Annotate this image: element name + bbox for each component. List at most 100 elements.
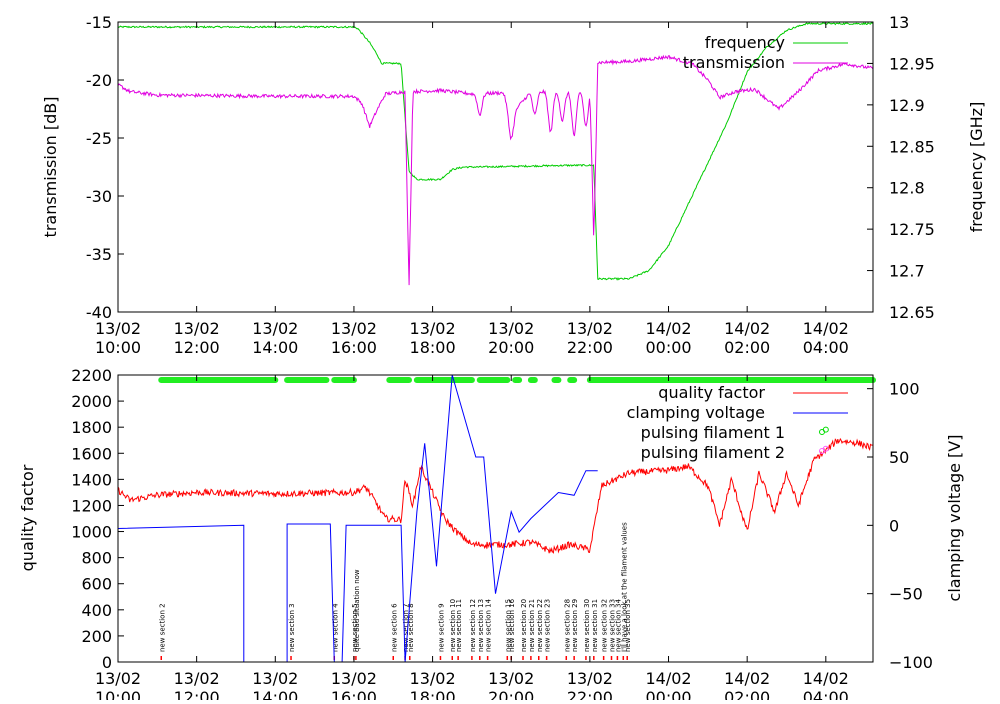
bottom-x-tick-time: 02:00 (724, 688, 770, 700)
annotation-label: new section 5 (351, 603, 359, 652)
legend-swatch-pulsing-filament-2 (819, 448, 825, 454)
transmission-frequency-chart: 13/0210:0013/0212:0013/0214:0013/0216:00… (41, 13, 986, 357)
annotation-label: new section 20 (520, 599, 528, 652)
legend-label-pulsing-filament-2: pulsing filament 2 (641, 443, 785, 462)
top-x-tick-date: 13/02 (95, 319, 141, 338)
bottom-y-tick-label: 2200 (71, 366, 112, 385)
annotation-label: new section 33 (609, 599, 617, 652)
bottom-y2-tick-label: 100 (889, 380, 920, 399)
legend-label-frequency: frequency (705, 33, 785, 52)
top-x-tick-time: 16:00 (331, 338, 377, 357)
annotation-label: new section 35 (624, 599, 632, 652)
top-x-tick-date: 14/02 (803, 319, 849, 338)
frequency-line (118, 22, 873, 281)
bottom-x-tick-time: 14:00 (252, 688, 298, 700)
top-x-tick-date: 13/02 (331, 319, 377, 338)
annotation-label: new section 3 (288, 603, 296, 652)
top-x-tick-time: 00:00 (645, 338, 691, 357)
top-y-tick-label: -30 (86, 187, 112, 206)
annotation-label: new section 12 (469, 599, 477, 652)
bottom-x-tick-time: 12:00 (174, 688, 220, 700)
bottom-y-tick-label: 1200 (71, 496, 112, 515)
quality-factor-line (118, 437, 873, 554)
bottom-y-tick-label: 1000 (71, 523, 112, 542)
bottom-x-tick-date: 14/02 (803, 669, 849, 688)
bottom-x-tick-time: 20:00 (488, 688, 534, 700)
top-x-tick-date: 13/02 (488, 319, 534, 338)
annotation-label: new section 28 (563, 599, 571, 652)
top-y-tick-label: -15 (86, 13, 112, 32)
bottom-y-tick-label: 1800 (71, 418, 112, 437)
bottom-x-tick-date: 13/02 (488, 669, 534, 688)
bottom-y-tick-label: 600 (81, 575, 112, 594)
bottom-x-tick-date: 13/02 (95, 669, 141, 688)
annotation-label: new section 13 (477, 599, 485, 652)
top-y2-tick-label: 12.85 (889, 137, 935, 156)
annotation-label: new section 6 (390, 603, 398, 652)
top-x-tick-time: 04:00 (803, 338, 849, 357)
annotation-label: new section 4 (331, 603, 339, 652)
bottom-y-tick-label: 0 (102, 653, 112, 672)
bottom-y-tick-label: 1400 (71, 470, 112, 489)
top-y2-tick-label: 12.9 (889, 96, 925, 115)
annotation-label: new section 29 (571, 599, 579, 652)
top-x-tick-date: 14/02 (645, 319, 691, 338)
top-x-tick-date: 13/02 (174, 319, 220, 338)
bottom-x-tick-date: 13/02 (174, 669, 220, 688)
annotation-label: new section 21 (528, 599, 536, 652)
bottom-y-tick-label: 800 (81, 549, 112, 568)
legend-label-quality-factor: quality factor (658, 383, 765, 402)
bottom-x-tick-time: 00:00 (645, 688, 691, 700)
top-x-tick-date: 13/02 (252, 319, 298, 338)
bottom-x-tick-date: 13/02 (331, 669, 377, 688)
top-x-tick-time: 20:00 (488, 338, 534, 357)
annotation-label: new section 14 (485, 598, 493, 652)
top-plot-frame (117, 21, 874, 313)
annotation-label: new section 10 (449, 599, 457, 652)
top-x-tick-time: 10:00 (95, 338, 141, 357)
annotation-label: new section 15 (504, 599, 512, 652)
bottom-x-tick-time: 18:00 (410, 688, 456, 700)
annotation-label: new section 2 (158, 603, 166, 652)
bottom-y-axis-label: quality factor (18, 464, 37, 571)
top-y2-tick-label: 12.7 (889, 262, 925, 281)
annotation-label: new section 7 (402, 603, 410, 652)
top-y2-tick-label: 12.8 (889, 179, 925, 198)
bottom-x-tick-date: 13/02 (410, 669, 456, 688)
bottom-x-tick-date: 14/02 (645, 669, 691, 688)
bottom-plot-frame (117, 374, 874, 663)
top-y2-tick-label: 12.65 (889, 303, 935, 322)
bottom-y-tick-label: 1600 (71, 444, 112, 463)
legend-swatch-pulsing-filament-1 (819, 429, 825, 435)
top-x-tick-date: 13/02 (410, 319, 456, 338)
top-y2-tick-label: 12.75 (889, 220, 935, 239)
annotation-label: new section 32 (601, 599, 609, 652)
bottom-y2-tick-label: 50 (889, 448, 909, 467)
bottom-x-tick-date: 13/02 (252, 669, 298, 688)
top-y2-axis-label: frequency [GHz] (967, 102, 986, 233)
top-y2-tick-label: 13 (889, 13, 909, 32)
top-y-tick-label: -35 (86, 245, 112, 264)
legend-label-clamping-voltage: clamping voltage (627, 403, 765, 422)
bottom-x-tick-time: 10:00 (95, 688, 141, 700)
bottom-y2-axis-label: clamping voltage [V] (945, 435, 964, 602)
annotation-label: quite bad situation now (353, 569, 361, 652)
annotation-label: new section 31 (591, 599, 599, 652)
annotation-label: new section 9 (437, 603, 445, 652)
bottom-x-tick-time: 16:00 (331, 688, 377, 700)
top-legend: frequency transmission (683, 33, 848, 72)
top-x-tick-time: 22:00 (567, 338, 613, 357)
legend-label-pulsing-filament-1: pulsing filament 1 (641, 423, 785, 442)
top-x-tick-time: 02:00 (724, 338, 770, 357)
annotation-label: new section 34 (614, 598, 622, 652)
bottom-y2-tick-label: −50 (889, 585, 923, 604)
bottom-x-tick-date: 13/02 (567, 669, 613, 688)
top-y-tick-label: -20 (86, 71, 112, 90)
top-x-tick-date: 13/02 (567, 319, 613, 338)
transmission-line (118, 54, 873, 286)
top-y-axis-label: transmission [dB] (41, 97, 60, 238)
bottom-y2-tick-label: −100 (889, 653, 933, 672)
bottom-x-tick-time: 22:00 (567, 688, 613, 700)
bottom-x-tick-date: 14/02 (724, 669, 770, 688)
